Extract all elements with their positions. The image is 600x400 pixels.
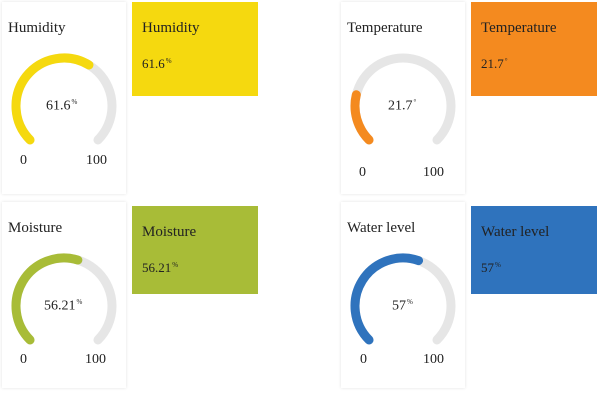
gauge-fill xyxy=(350,90,374,145)
gauge-max-label: 100 xyxy=(423,165,444,180)
gauge-value: 21.7° xyxy=(388,98,417,114)
gauge-dial xyxy=(350,253,456,345)
gauge-title: Temperature xyxy=(347,20,423,36)
gauge-max-label: 100 xyxy=(85,352,106,367)
gauge-min-label: 0 xyxy=(359,165,366,180)
value-tile-moisture: Moisture 56.21% xyxy=(132,206,258,294)
gauge-card-water-level: Water level 57% 0 100 xyxy=(341,202,465,388)
gauge-max-label: 100 xyxy=(86,153,107,168)
gauge-dial xyxy=(11,53,117,145)
gauge-value: 56.21% xyxy=(44,298,83,314)
value-tile-temperature: Temperature 21.7° xyxy=(471,2,597,96)
gauge-fill xyxy=(11,53,94,145)
gauge-fill xyxy=(350,253,424,345)
gauge-fill xyxy=(11,253,83,345)
gauge-dial xyxy=(350,53,456,145)
tile-title: Humidity xyxy=(142,20,200,36)
tile-value: 56.21% xyxy=(142,260,179,275)
value-tile-water-level: Water level 57% xyxy=(471,206,597,294)
tile-value: 61.6% xyxy=(142,56,172,71)
tile-title: Moisture xyxy=(142,224,197,240)
gauge-min-label: 0 xyxy=(20,352,27,367)
gauge-card-temperature: Temperature 21.7° 0 100 xyxy=(341,2,465,194)
gauge-min-label: 0 xyxy=(20,153,27,168)
gauge-title: Moisture xyxy=(8,220,63,236)
gauge-dial xyxy=(11,253,117,345)
gauge-value: 61.6% xyxy=(46,98,78,114)
tile-value: 57% xyxy=(481,260,501,275)
gauge-max-label: 100 xyxy=(423,352,444,367)
gauge-title: Humidity xyxy=(8,20,66,36)
tile-value: 21.7° xyxy=(481,56,508,71)
tile-title: Temperature xyxy=(481,20,557,36)
tile-title: Water level xyxy=(481,224,550,240)
gauge-card-humidity: Humidity 61.6% 0 100 xyxy=(2,2,126,194)
gauge-value: 57% xyxy=(392,298,413,314)
gauge-title: Water level xyxy=(347,220,416,236)
gauge-card-moisture: Moisture 56.21% 0 100 xyxy=(2,202,126,388)
gauge-min-label: 0 xyxy=(360,352,367,367)
value-tile-humidity: Humidity 61.6% xyxy=(132,2,258,96)
